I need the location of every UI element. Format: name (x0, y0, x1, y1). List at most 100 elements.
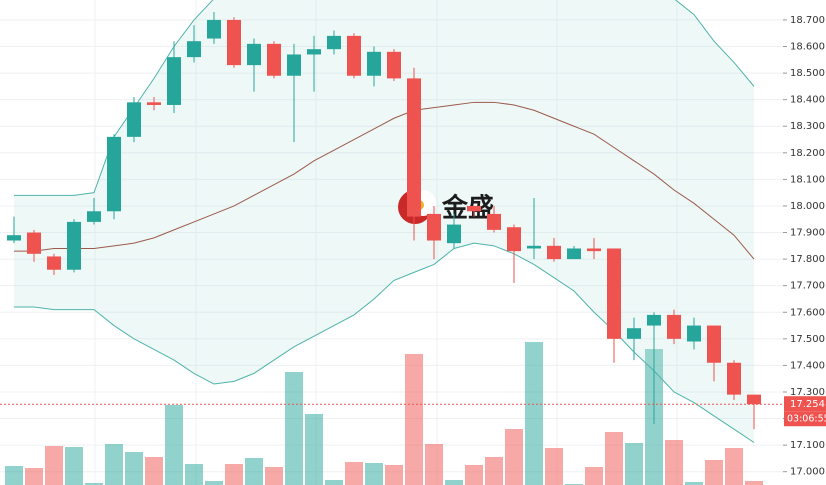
candle-body (647, 314, 661, 326)
candle-body (747, 394, 761, 405)
candle-body (7, 235, 21, 241)
volume-bar (145, 457, 163, 485)
volume-bar (425, 444, 443, 485)
candle-body (547, 245, 561, 260)
volume-bar (105, 444, 123, 485)
candle-body (187, 41, 201, 58)
y-tick-label: 17.500 (790, 334, 825, 345)
candle-body (447, 224, 461, 244)
candle-body (587, 248, 601, 252)
candle-body (167, 57, 181, 105)
y-tick-label: 17.700 (790, 281, 825, 292)
candle-body (207, 19, 221, 39)
volume-bar (325, 480, 343, 485)
volume-layer (5, 342, 763, 485)
volume-bar (305, 414, 323, 485)
candle-body (407, 78, 421, 217)
candle-body (307, 49, 321, 55)
volume-bar (605, 432, 623, 485)
volume-bar (185, 464, 203, 485)
band-middle (14, 101, 755, 260)
candle-body (107, 136, 121, 212)
candle-body (147, 102, 161, 105)
candle-body (327, 35, 341, 50)
band-lower (14, 242, 755, 443)
candle-body (67, 221, 81, 270)
candle-body (567, 248, 581, 260)
countdown-label: 03:06:55 (787, 414, 826, 425)
y-tick-label: 18.500 (790, 68, 825, 79)
candle-body (87, 211, 101, 222)
volume-bar (705, 460, 723, 485)
volume-bar (405, 354, 423, 485)
volume-bar (465, 465, 483, 485)
volume-bar (85, 483, 103, 485)
volume-bar (245, 458, 263, 485)
grid (0, 0, 783, 485)
volume-bar (285, 372, 303, 485)
candle-body (627, 328, 641, 339)
band-layer (14, 0, 755, 443)
volume-bar (505, 429, 523, 485)
volume-bar (545, 448, 563, 485)
volume-bar (25, 468, 43, 485)
y-tick-label: 18.100 (790, 174, 825, 185)
volume-bar (685, 482, 703, 485)
candle-body (707, 325, 721, 363)
candle-body (267, 43, 281, 76)
price-axis: 17.00017.10017.20017.30017.40017.50017.6… (783, 0, 826, 485)
volume-bar (225, 464, 243, 485)
candle-body (287, 54, 301, 76)
candle-body (427, 213, 441, 241)
candle-body (47, 256, 61, 270)
volume-bar (365, 463, 383, 485)
candle-body (387, 51, 401, 79)
candle-body (527, 245, 541, 249)
volume-bar (45, 446, 63, 485)
volume-bar (485, 457, 503, 485)
volume-bar (665, 440, 683, 485)
volume-bar (125, 452, 143, 485)
volume-bar (625, 443, 643, 485)
band-fill (14, 0, 754, 443)
y-tick-label: 18.400 (790, 95, 825, 106)
y-tick-label: 18.600 (790, 42, 825, 53)
volume-bar (165, 405, 183, 485)
candle-body (727, 362, 741, 395)
y-tick-label: 18.700 (790, 15, 825, 26)
last-price-label: 17.254 (790, 399, 825, 410)
volume-bar (525, 342, 543, 485)
y-tick-label: 18.200 (790, 148, 825, 159)
y-tick-label: 18.000 (790, 201, 825, 212)
volume-bar (385, 465, 403, 485)
y-tick-label: 18.300 (790, 121, 825, 132)
candle-body (247, 43, 261, 66)
candle-body (27, 232, 41, 254)
y-tick-label: 17.100 (790, 440, 825, 451)
countdown-box (784, 411, 826, 427)
candle-body (487, 213, 501, 230)
y-tick-label: 17.000 (790, 467, 825, 478)
volume-bar (345, 462, 363, 485)
candle-body (607, 248, 621, 339)
candle-body (667, 314, 681, 339)
y-tick-label: 17.300 (790, 387, 825, 398)
y-tick-label: 17.800 (790, 254, 825, 265)
volume-bar (725, 448, 743, 485)
last-price-box (784, 396, 826, 412)
candle-layer (0, 11, 783, 430)
y-tick-label: 17.400 (790, 360, 825, 371)
candle-body (127, 102, 141, 137)
volume-bar (265, 467, 283, 485)
candle-body (507, 227, 521, 252)
volume-bar (205, 481, 223, 485)
volume-bar (585, 467, 603, 485)
y-tick-label: 17.600 (790, 307, 825, 318)
candle-body (687, 325, 701, 342)
volume-bar (5, 466, 23, 485)
candle-body (227, 19, 241, 66)
candle-body (467, 205, 481, 212)
volume-bar (445, 480, 463, 485)
